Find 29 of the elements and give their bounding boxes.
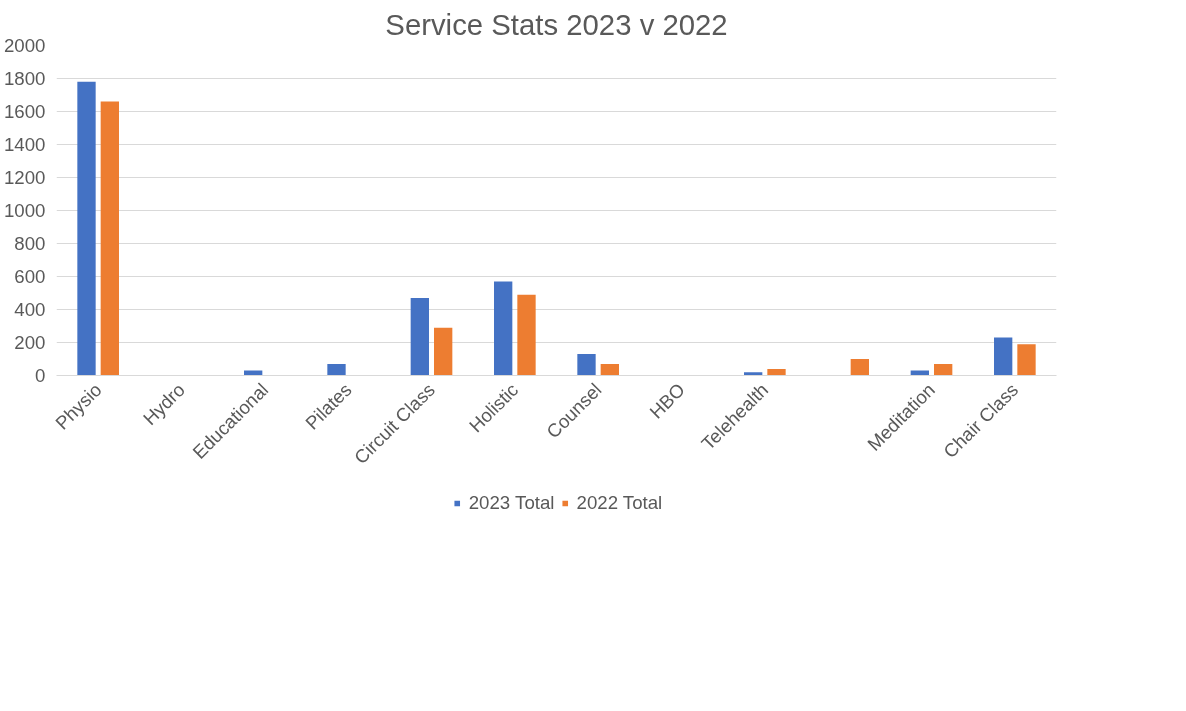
bar <box>434 327 453 376</box>
bar <box>577 354 596 376</box>
y-tick-label: 400 <box>14 299 46 320</box>
bar <box>1017 344 1036 376</box>
y-tick-label: 800 <box>14 233 46 254</box>
y-tick-label: 1000 <box>4 200 46 221</box>
bar <box>850 359 869 376</box>
legend-label: 2022 Total <box>576 492 663 514</box>
bar <box>767 368 786 376</box>
y-tick-label: 2000 <box>4 35 46 56</box>
bar <box>517 294 536 376</box>
bar <box>77 81 96 376</box>
y-tick-label: 1200 <box>4 167 46 188</box>
y-tick-label: 200 <box>14 332 46 353</box>
bar <box>410 297 429 376</box>
bar <box>744 372 763 376</box>
chart-title: Service Stats 2023 v 2022 <box>385 7 728 41</box>
y-tick-label: 1600 <box>4 101 46 122</box>
y-tick-label: 0 <box>35 365 46 386</box>
bar <box>934 363 953 376</box>
y-tick-label: 600 <box>14 266 46 287</box>
bar <box>327 363 346 376</box>
y-tick-label: 1400 <box>4 134 46 155</box>
bar <box>100 101 119 376</box>
y-tick-label: 1800 <box>4 68 46 89</box>
bar <box>600 363 619 376</box>
bar <box>494 281 513 376</box>
bar <box>994 337 1013 376</box>
legend-label: 2023 Total <box>468 492 555 514</box>
